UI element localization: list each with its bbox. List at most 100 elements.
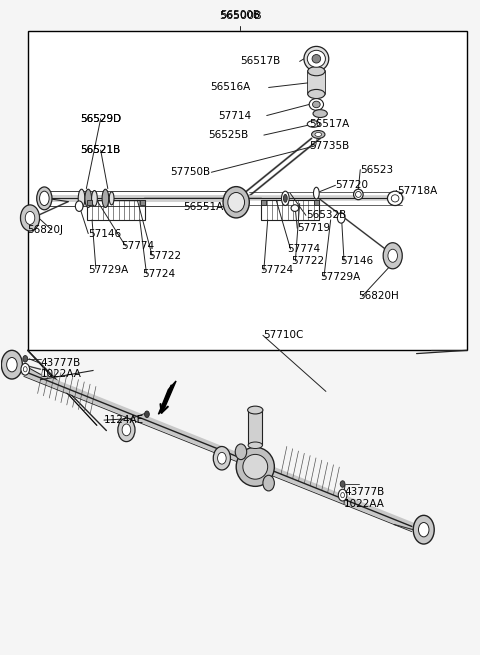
Ellipse shape: [354, 189, 363, 200]
Circle shape: [144, 411, 149, 417]
Bar: [87, 200, 144, 220]
Polygon shape: [158, 381, 176, 414]
Text: 57718A: 57718A: [397, 185, 438, 196]
Ellipse shape: [312, 101, 320, 107]
Text: 57735B: 57735B: [309, 141, 349, 151]
Text: 57724: 57724: [143, 269, 176, 279]
Text: 57750B: 57750B: [170, 167, 210, 178]
Ellipse shape: [308, 67, 325, 76]
Bar: [262, 200, 266, 205]
Circle shape: [340, 481, 345, 487]
Circle shape: [413, 515, 434, 544]
Ellipse shape: [307, 50, 325, 67]
Circle shape: [25, 212, 35, 225]
Ellipse shape: [283, 195, 287, 202]
Text: 56517B: 56517B: [240, 56, 281, 66]
Bar: [262, 200, 319, 220]
Text: 1022AA: 1022AA: [344, 498, 385, 508]
Ellipse shape: [307, 121, 320, 127]
Circle shape: [1, 350, 23, 379]
Circle shape: [263, 476, 275, 491]
Text: 57722: 57722: [291, 256, 324, 266]
Circle shape: [21, 205, 39, 231]
Text: 57146: 57146: [88, 229, 121, 238]
Ellipse shape: [312, 130, 325, 138]
Text: 43777B: 43777B: [344, 487, 384, 497]
Circle shape: [338, 489, 347, 501]
Ellipse shape: [232, 197, 243, 207]
Circle shape: [388, 250, 397, 262]
Text: 56820H: 56820H: [359, 291, 399, 301]
Circle shape: [235, 444, 247, 460]
Circle shape: [75, 201, 83, 212]
Bar: [140, 200, 144, 205]
Ellipse shape: [312, 54, 321, 63]
Circle shape: [23, 356, 28, 362]
Text: 56820J: 56820J: [28, 225, 64, 234]
Ellipse shape: [356, 191, 361, 197]
Circle shape: [213, 447, 230, 470]
Text: 56500B: 56500B: [219, 11, 261, 21]
Bar: [314, 200, 319, 205]
Ellipse shape: [92, 191, 97, 206]
Ellipse shape: [315, 132, 322, 136]
Bar: [308, 71, 325, 94]
Text: 57710C: 57710C: [263, 330, 303, 341]
Ellipse shape: [248, 406, 263, 414]
Ellipse shape: [308, 90, 325, 98]
Ellipse shape: [39, 191, 49, 206]
Circle shape: [419, 523, 429, 537]
Text: 56500B: 56500B: [220, 10, 260, 20]
Text: 56532B: 56532B: [306, 210, 346, 220]
Circle shape: [217, 453, 226, 464]
Ellipse shape: [109, 192, 114, 205]
Text: 43777B: 43777B: [40, 358, 81, 368]
Ellipse shape: [309, 98, 324, 110]
Ellipse shape: [223, 187, 249, 218]
Text: 57724: 57724: [260, 265, 293, 275]
Text: 56521B: 56521B: [80, 145, 120, 155]
Ellipse shape: [102, 189, 109, 208]
Text: 57774: 57774: [121, 241, 155, 251]
Circle shape: [337, 213, 345, 223]
Ellipse shape: [313, 187, 319, 199]
Text: 56529D: 56529D: [80, 114, 121, 124]
Ellipse shape: [248, 442, 263, 449]
Text: 57720: 57720: [336, 180, 369, 191]
Circle shape: [341, 493, 345, 498]
Bar: [248, 409, 263, 445]
Text: 56525B: 56525B: [208, 130, 249, 140]
Text: 57719: 57719: [297, 223, 330, 233]
Circle shape: [21, 364, 30, 375]
Text: 56551A: 56551A: [183, 202, 223, 212]
Text: 56529D: 56529D: [80, 114, 121, 124]
Circle shape: [24, 367, 27, 372]
Text: 57774: 57774: [287, 244, 320, 254]
Circle shape: [383, 243, 402, 269]
Ellipse shape: [78, 189, 85, 208]
Text: 57722: 57722: [148, 251, 181, 261]
Text: 56521B: 56521B: [80, 145, 120, 155]
Ellipse shape: [243, 455, 268, 479]
Ellipse shape: [391, 195, 399, 202]
Bar: [87, 200, 92, 205]
Ellipse shape: [85, 189, 92, 208]
Text: 56516A: 56516A: [210, 83, 251, 92]
Text: 57729A: 57729A: [88, 265, 129, 275]
Ellipse shape: [291, 205, 299, 212]
Text: 56517A: 56517A: [309, 119, 349, 129]
Text: 1022AA: 1022AA: [40, 369, 82, 379]
Ellipse shape: [313, 109, 327, 117]
Ellipse shape: [281, 191, 289, 206]
Ellipse shape: [36, 187, 52, 210]
Ellipse shape: [387, 191, 403, 206]
Text: 56523: 56523: [360, 164, 394, 175]
Text: 57729A: 57729A: [320, 272, 360, 282]
Circle shape: [118, 418, 135, 441]
Ellipse shape: [228, 193, 244, 212]
Text: 57714: 57714: [218, 111, 251, 121]
Circle shape: [122, 424, 131, 436]
Bar: [28, 31, 467, 350]
Circle shape: [7, 358, 17, 372]
Ellipse shape: [236, 447, 275, 487]
